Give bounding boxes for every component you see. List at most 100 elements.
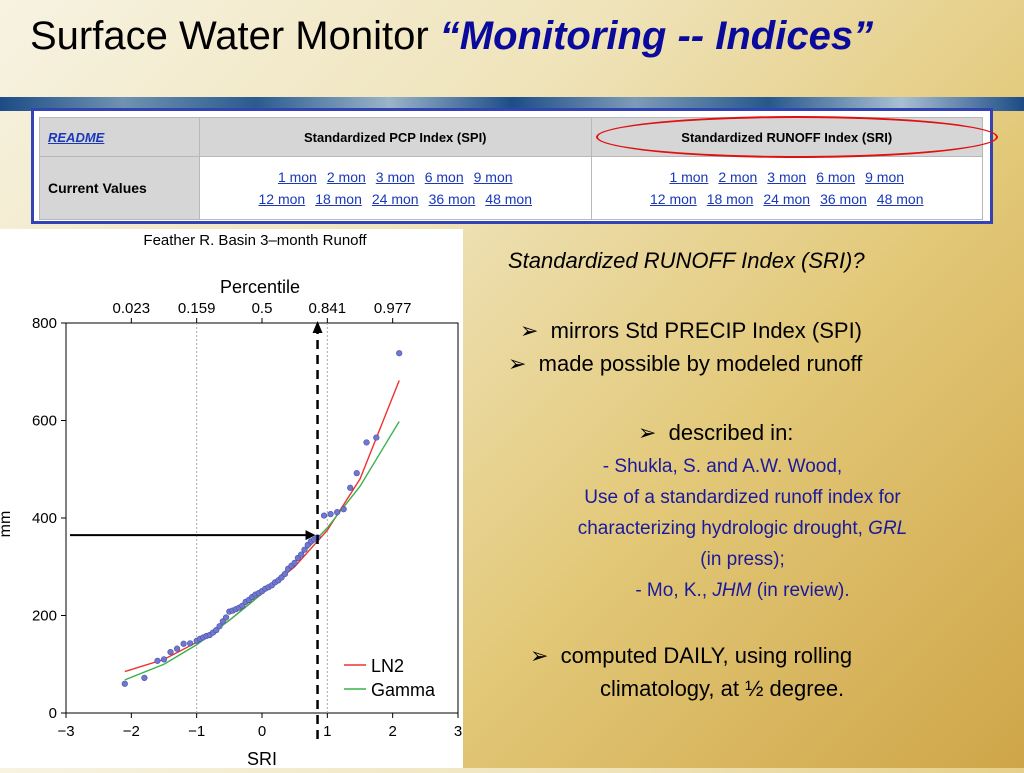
spi-link[interactable]: 24 mon bbox=[371, 191, 419, 207]
reference-text: - Mo, K., bbox=[635, 580, 713, 601]
reference-text: characterizing hydrologic drought, bbox=[577, 518, 869, 539]
bullet-mirrors: ➢ mirrors Std PRECIP Index (SPI) bbox=[520, 318, 862, 344]
slide-title: Surface Water Monitor “Monitoring -- Ind… bbox=[30, 14, 1010, 59]
top-tick-label: 0.159 bbox=[178, 300, 216, 317]
readme-link[interactable]: README bbox=[48, 129, 105, 145]
y-tick-label: 0 bbox=[49, 705, 57, 722]
data-point bbox=[180, 640, 187, 647]
spi-link[interactable]: 18 mon bbox=[315, 191, 362, 207]
top-tick-label: 0.977 bbox=[374, 300, 412, 317]
arrow-bullet-icon: ➢ bbox=[520, 318, 539, 343]
data-point bbox=[373, 434, 380, 441]
runoff-chart: Feather R. Basin 3–month Runoff Percenti… bbox=[0, 229, 463, 769]
journal-jhm: JHM bbox=[712, 580, 752, 601]
horizontal-arrow-head bbox=[305, 530, 316, 541]
data-point bbox=[327, 511, 334, 518]
x-tick-label: 0 bbox=[258, 723, 266, 740]
spi-link[interactable]: 1 mon bbox=[277, 169, 317, 185]
data-point bbox=[216, 623, 223, 630]
y-tick-label: 600 bbox=[32, 413, 57, 430]
current-values-label: Current Values bbox=[39, 156, 200, 220]
data-point bbox=[281, 570, 288, 578]
journal-grl: GRL bbox=[868, 518, 908, 539]
x-tick-label: 3 bbox=[454, 723, 462, 740]
reference-shukla-line4: (in press); bbox=[700, 549, 785, 570]
arrow-bullet-icon: ➢ bbox=[638, 420, 657, 445]
spi-header: Standardized PCP Index (SPI) bbox=[199, 117, 592, 157]
y-tick-label: 400 bbox=[32, 510, 57, 527]
data-point bbox=[347, 484, 354, 491]
sri-link[interactable]: 9 mon bbox=[865, 169, 905, 185]
runoff-chart-svg: Feather R. Basin 3–month Runoff Percenti… bbox=[0, 232, 462, 769]
bullet-text: mirrors Std PRECIP Index (SPI) bbox=[550, 318, 863, 343]
y-tick-label: 200 bbox=[32, 608, 57, 625]
top-tick-label: 0.5 bbox=[252, 300, 273, 317]
data-point bbox=[301, 546, 308, 553]
data-point bbox=[121, 680, 128, 687]
data-point bbox=[291, 559, 298, 566]
vertical-arrow-head bbox=[312, 321, 323, 333]
sri-links-cell: 1 mon 2 mon 3 mon 6 mon 9 mon 12 mon 18 mon 24… bbox=[590, 156, 983, 220]
reference-shukla-line2: Use of a standardized runoff index for bbox=[584, 487, 901, 508]
data-point bbox=[173, 645, 181, 652]
reference-shukla-line1: - Shukla, S. and A.W. Wood, bbox=[602, 456, 843, 477]
sri-link[interactable]: 3 mon bbox=[767, 169, 807, 185]
spi-link[interactable]: 6 mon bbox=[424, 169, 464, 185]
bullet-text: computed DAILY, using rolling bbox=[560, 643, 853, 668]
sri-link[interactable]: 2 mon bbox=[718, 169, 758, 185]
x-tick-label: −2 bbox=[123, 723, 140, 740]
x-tick-label: −1 bbox=[188, 723, 205, 740]
sri-link[interactable]: 24 mon bbox=[763, 191, 811, 207]
spi-link[interactable]: 12 mon bbox=[258, 191, 306, 207]
arrow-bullet-icon: ➢ bbox=[530, 643, 549, 668]
sri-link[interactable]: 36 mon bbox=[820, 191, 867, 207]
slide-title-emphasis: “Monitoring -- Indices” bbox=[439, 14, 874, 58]
bullet-modeled: ➢ made possible by modeled runoff bbox=[508, 351, 862, 377]
spi-link[interactable]: 3 mon bbox=[375, 169, 415, 185]
arrow-bullet-icon: ➢ bbox=[508, 351, 527, 376]
spi-link[interactable]: 2 mon bbox=[326, 169, 366, 185]
y-tick-label: 800 bbox=[32, 315, 57, 332]
top-tick-label: 0.841 bbox=[309, 300, 347, 317]
fit-line-gamma bbox=[124, 421, 400, 681]
data-point bbox=[160, 656, 168, 663]
data-point bbox=[353, 470, 360, 477]
sri-link[interactable]: 48 mon bbox=[876, 191, 924, 207]
spi-link[interactable]: 36 mon bbox=[428, 191, 476, 207]
data-point bbox=[239, 602, 246, 609]
x-tick-label: 2 bbox=[388, 723, 396, 740]
legend-label: LN2 bbox=[371, 656, 404, 676]
top-axis-label: Percentile bbox=[220, 277, 300, 297]
data-point bbox=[167, 648, 174, 656]
data-point bbox=[320, 512, 328, 519]
reference-text: (in review). bbox=[751, 580, 850, 601]
bullet-daily-line2: climatology, at ½ degree. bbox=[600, 676, 845, 701]
chart-title: Feather R. Basin 3–month Runoff bbox=[143, 232, 367, 249]
x-tick-label: −3 bbox=[57, 723, 74, 740]
sri-link[interactable]: 12 mon bbox=[649, 191, 697, 207]
fit-line-ln2 bbox=[124, 380, 400, 673]
bullet-daily: ➢ computed DAILY, using rolling bbox=[530, 643, 852, 669]
data-point bbox=[141, 674, 148, 682]
data-point bbox=[219, 618, 226, 625]
data-point bbox=[187, 640, 194, 647]
sri-link[interactable]: 18 mon bbox=[706, 191, 754, 207]
reference-shukla-line3: characterizing hydrologic drought, GRL bbox=[470, 518, 1015, 540]
sri-link[interactable]: 6 mon bbox=[816, 169, 856, 185]
legend-label: Gamma bbox=[371, 680, 436, 700]
bullet-described: ➢ described in: bbox=[638, 420, 793, 446]
y-axis-label: mm bbox=[0, 511, 14, 538]
x-tick-label: 1 bbox=[323, 723, 331, 740]
data-point bbox=[340, 506, 347, 513]
bullet-text: made possible by modeled runoff bbox=[538, 351, 863, 376]
data-point bbox=[298, 551, 305, 558]
slide-title-main: Surface Water Monitor bbox=[30, 14, 440, 58]
spi-link[interactable]: 9 mon bbox=[473, 169, 513, 185]
sri-link[interactable]: 1 mon bbox=[669, 169, 709, 185]
spi-link[interactable]: 48 mon bbox=[485, 191, 532, 207]
data-point bbox=[334, 509, 341, 516]
data-point bbox=[396, 350, 403, 357]
readme-cell: README bbox=[39, 117, 200, 157]
sri-question: Standardized RUNOFF Index (SRI)? bbox=[508, 248, 865, 273]
top-tick-label: 0.023 bbox=[113, 300, 151, 317]
